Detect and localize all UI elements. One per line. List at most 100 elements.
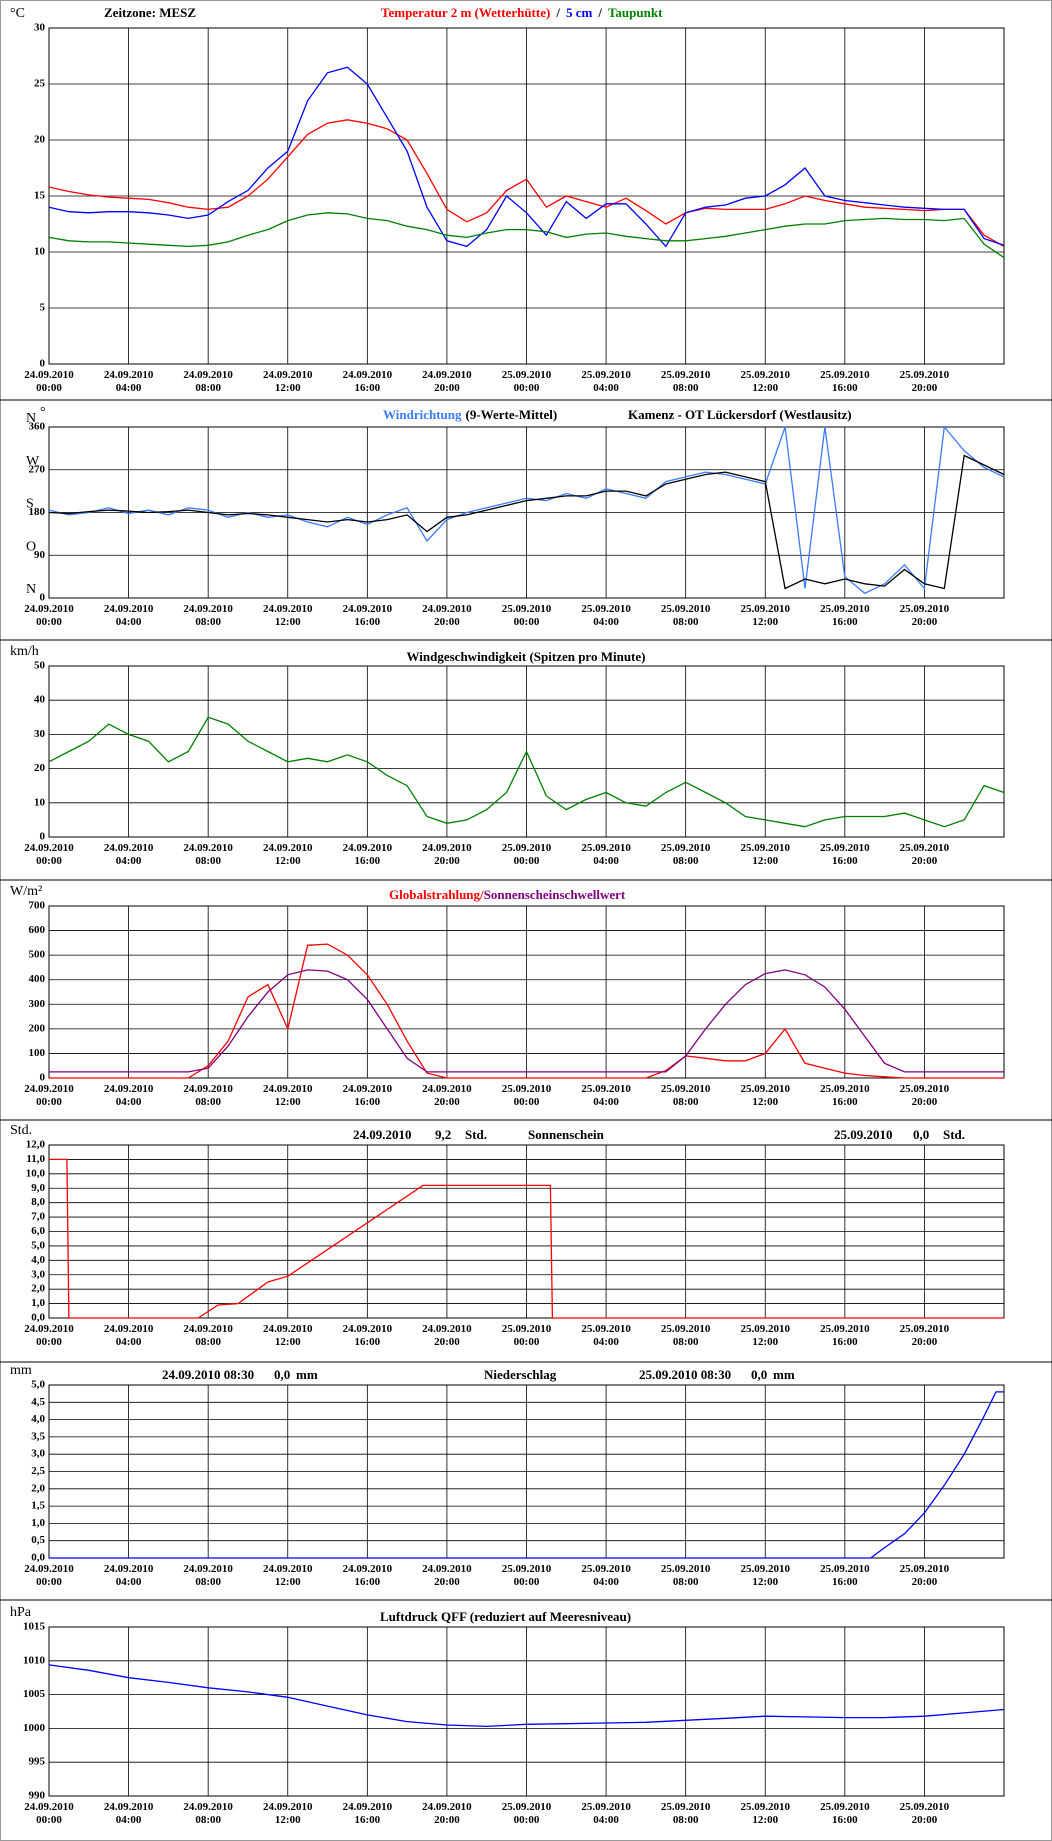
annotation-date: 25.09.2010: [834, 1127, 893, 1142]
x-tick-label: 25.09.2010 12:00: [740, 1563, 791, 1588]
unit-label: °: [40, 405, 46, 420]
station: Kamenz - OT Lückersdorf (Westlausitz): [628, 407, 852, 422]
x-tick-label: 24.09.2010 20:00: [422, 603, 472, 628]
x-tick-label: 25.09.2010 16:00: [820, 1563, 870, 1588]
legend-entry: Temperatur 2 m (Wetterhütte): [381, 5, 550, 20]
y-tick-label: 20: [34, 762, 46, 774]
y-tick-label: 600: [29, 924, 46, 936]
series-line: [48, 66, 1005, 248]
annotation-unit: mm: [296, 1367, 318, 1382]
y-tick-label: 990: [29, 1790, 46, 1802]
y-tick-label: 2,5: [31, 1465, 45, 1477]
panel-title: Sonnenschein: [528, 1127, 605, 1142]
x-tick-label: 24.09.2010 04:00: [103, 1323, 154, 1348]
y-tick-label: 4,0: [31, 1254, 45, 1266]
y-tick-label: 10,0: [26, 1167, 46, 1179]
x-tick-label: 25.09.2010 20:00: [899, 1083, 950, 1108]
y-tick-label: 8,0: [31, 1196, 45, 1208]
x-tick-label: 24.09.2010 20:00: [422, 1083, 472, 1108]
legend-entry: Taupunkt: [608, 5, 663, 20]
y-tick-label: 12,0: [26, 1139, 46, 1151]
annotation-unit: Std.: [943, 1127, 965, 1142]
panel-title: Luftdruck QFF (reduziert auf Meeresnivea…: [380, 1609, 631, 1624]
x-tick-label: 25.09.2010 08:00: [660, 842, 711, 867]
annotation-unit: Std.: [465, 1127, 487, 1142]
y-tick-label: 300: [29, 998, 46, 1010]
y-tick-label: 11,0: [26, 1153, 45, 1165]
unit-label: mm: [10, 1363, 32, 1378]
x-tick-label: 24.09.2010 08:00: [183, 842, 233, 867]
x-tick-label: 24.09.2010 00:00: [24, 603, 74, 628]
series-line: [49, 969, 1004, 1073]
x-tick-label: 24.09.2010 00:00: [24, 369, 74, 394]
x-tick-label: 25.09.2010 16:00: [820, 842, 870, 867]
x-tick-label: 24.09.2010 12:00: [263, 369, 313, 394]
x-tick-label: 25.09.2010 20:00: [899, 603, 950, 628]
series-line: [49, 1158, 1004, 1319]
x-tick-label: 25.09.2010 20:00: [899, 1323, 950, 1348]
series-line: [48, 716, 1005, 828]
x-tick-label: 24.09.2010 08:00: [183, 1563, 233, 1588]
y-tick-label: 1000: [23, 1722, 46, 1734]
x-tick-label: 25.09.2010 04:00: [581, 1563, 631, 1588]
y-tick-label: 10: [34, 246, 46, 258]
y-tick-label: 360: [29, 421, 46, 433]
y-tick-label: 270: [29, 463, 46, 475]
y-tick-label: 15: [34, 190, 46, 202]
x-tick-label: 25.09.2010 20:00: [899, 1563, 950, 1588]
x-tick-label: 25.09.2010 00:00: [501, 1323, 552, 1348]
series-line: [48, 454, 1005, 590]
x-tick-label: 25.09.2010 00:00: [501, 603, 552, 628]
legend: Windrichtung (9-Werte-Mittel): [383, 407, 557, 422]
legend-separator: /: [555, 5, 560, 20]
y-tick-label: 995: [29, 1756, 46, 1768]
legend-separator: /: [597, 5, 602, 20]
y-tick-label: 6,0: [31, 1225, 45, 1237]
x-tick-label: 25.09.2010 16:00: [820, 1083, 870, 1108]
timezone: Zeitzone: MESZ: [104, 5, 196, 20]
x-tick-label: 24.09.2010 04:00: [103, 842, 154, 867]
y-tick-label: 20: [34, 134, 46, 146]
y-tick-label: 1015: [23, 1621, 46, 1633]
y-tick-label: 30: [34, 22, 46, 34]
x-tick-label: 24.09.2010 12:00: [263, 603, 313, 628]
x-tick-label: 24.09.2010 12:00: [263, 1323, 313, 1348]
x-tick-label: 25.09.2010 00:00: [501, 1083, 552, 1108]
x-tick-label: 24.09.2010 04:00: [103, 369, 154, 394]
annotation-value: 0,0: [913, 1127, 929, 1142]
y-tick-label: 100: [29, 1047, 46, 1059]
x-tick-label: 25.09.2010 12:00: [740, 842, 791, 867]
x-tick-label: 24.09.2010 20:00: [422, 842, 472, 867]
annotation-value: 9,2: [435, 1127, 451, 1142]
unit-label: km/h: [10, 644, 39, 659]
legend-entry: 5 cm: [566, 5, 593, 20]
x-tick-label: 24.09.2010 12:00: [263, 1083, 313, 1108]
x-tick-label: 25.09.2010 04:00: [581, 603, 631, 628]
compass-label: S: [26, 497, 34, 512]
y-tick-label: 50: [34, 660, 46, 672]
compass-label: N: [26, 411, 36, 426]
x-tick-label: 24.09.2010 08:00: [183, 1801, 233, 1826]
x-tick-label: 25.09.2010 12:00: [740, 1323, 791, 1348]
x-tick-label: 25.09.2010 08:00: [660, 1563, 711, 1588]
x-tick-label: 25.09.2010 04:00: [581, 1083, 631, 1108]
panel-title: Niederschlag: [484, 1367, 557, 1382]
y-tick-label: 1,0: [31, 1517, 45, 1529]
y-tick-label: 0: [40, 592, 46, 604]
x-tick-label: 25.09.2010 08:00: [660, 1323, 711, 1348]
x-tick-label: 25.09.2010 00:00: [501, 1801, 552, 1826]
series-line: [48, 119, 1005, 247]
y-tick-label: 4,0: [31, 1413, 45, 1425]
x-tick-label: 24.09.2010 16:00: [342, 1083, 393, 1108]
y-tick-label: 2,0: [31, 1283, 45, 1295]
x-tick-label: 25.09.2010 20:00: [899, 842, 950, 867]
series-line: [48, 425, 1005, 595]
series-line: [49, 1391, 1004, 1559]
x-tick-label: 25.09.2010 08:00: [660, 603, 711, 628]
y-tick-label: 1005: [23, 1688, 46, 1700]
x-tick-label: 24.09.2010 04:00: [103, 1563, 154, 1588]
x-tick-label: 25.09.2010 00:00: [501, 842, 552, 867]
legend-entry: Sonnenscheinschwellwert: [484, 887, 626, 902]
x-tick-label: 24.09.2010 12:00: [263, 842, 313, 867]
